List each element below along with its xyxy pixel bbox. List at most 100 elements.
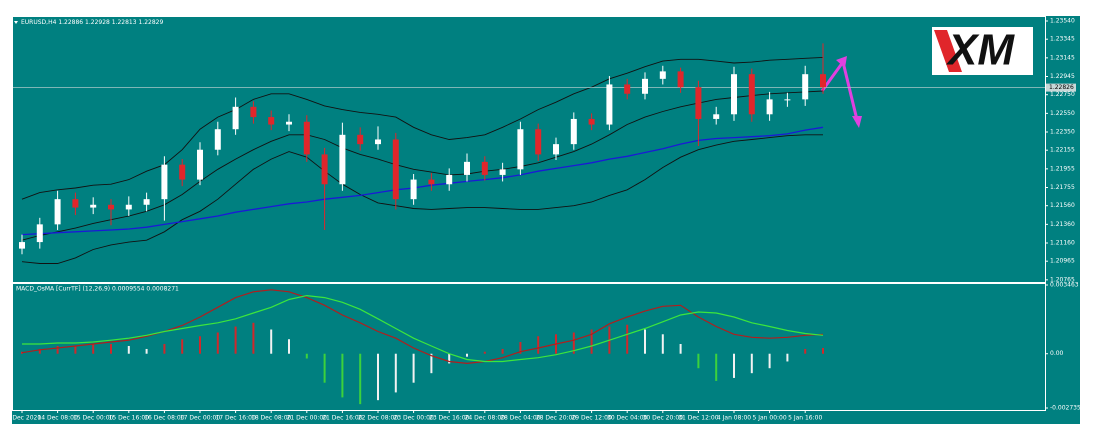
histogram-bar [786, 353, 789, 362]
histogram-bar [270, 329, 273, 354]
histogram-bar [252, 322, 255, 354]
candle-body [820, 74, 826, 88]
histogram-bar [822, 347, 824, 354]
histogram-bar [21, 351, 23, 354]
y-tick-label: 1.22945 [1050, 73, 1075, 80]
histogram-bar [288, 339, 290, 354]
candle-body [36, 224, 43, 243]
histogram-bar [679, 343, 682, 354]
x-tick-label: 29 Dec 12:00 [571, 415, 612, 422]
indicator-line [21, 134, 823, 264]
current-price-label: 1.22826 [1049, 84, 1074, 91]
candle-body [179, 164, 186, 180]
histogram-bar [768, 353, 771, 369]
histogram-bar [305, 353, 308, 359]
y-tick-label: 1.21360 [1050, 221, 1075, 228]
candle-body [766, 99, 773, 115]
arrow-head-down [852, 116, 862, 128]
candle-body [143, 199, 150, 205]
histogram-bar [697, 353, 700, 369]
y-tick-label: 1.21160 [1050, 240, 1075, 247]
candle-body [303, 121, 310, 155]
candle-body [339, 134, 346, 185]
candle-body [499, 169, 506, 175]
histogram-bar [537, 336, 540, 354]
histogram-bar [483, 351, 486, 354]
histogram-bar [323, 353, 326, 383]
y-tick-label: 0.00 [1050, 350, 1064, 357]
histogram-bar [626, 324, 629, 354]
x-tick-label: 24 Dec 08:00 [465, 415, 506, 422]
indicator-title: MACD_OsMA [CurrTF] (12,26,9) 0.0009554 0… [16, 286, 179, 293]
current-price-box [1046, 83, 1076, 92]
x-tick-label: 23 Dec 00:00 [393, 415, 434, 422]
x-tick-label: 28 Dec 20:00 [536, 415, 577, 422]
x-tick-label: 14 Dec 08:00 [37, 415, 78, 422]
candle-body [161, 164, 168, 200]
candle-body [624, 84, 631, 94]
histogram-bar [519, 342, 522, 354]
logo-stripe [934, 30, 962, 72]
histogram-bar [163, 343, 166, 354]
indicator-line [21, 56, 824, 200]
x-tick-label: 15 Dec 16:00 [109, 415, 150, 422]
arrow-head-up [836, 56, 847, 68]
candle-body [268, 117, 275, 125]
histogram-bar [377, 353, 379, 401]
histogram-bar [501, 348, 504, 354]
candle-body [197, 149, 203, 180]
candle-body [464, 161, 470, 175]
candle-body [570, 118, 577, 145]
x-tick-label: 11 Dec 2020 [3, 415, 42, 422]
x-tick-label: 17 Dec 16:00 [215, 415, 256, 422]
candle-body [357, 134, 364, 145]
indicator-line [21, 126, 824, 236]
x-tick-label: 21 Dec 16:00 [322, 415, 363, 422]
candle-body [481, 161, 488, 175]
candle-body [321, 154, 328, 185]
candle-body [286, 121, 292, 125]
y-tick-label: 1.23540 [1050, 18, 1075, 25]
candle-body [72, 199, 79, 208]
y-tick-label: 1.21560 [1050, 202, 1075, 209]
candle-body [125, 204, 132, 210]
candle-body [677, 71, 684, 88]
candle-body [695, 87, 702, 119]
y-tick-label: 1.20965 [1050, 258, 1075, 265]
x-tick-label: 5 Jan 00:00 [753, 415, 787, 422]
chart-title: EURUSD,H4 1.22886 1.22928 1.22813 1.2282… [21, 19, 163, 26]
histogram-bar [234, 326, 237, 354]
candle-body [214, 129, 221, 150]
candle-body [108, 204, 114, 210]
histogram-bar [448, 353, 451, 364]
indicator-line [21, 90, 824, 241]
histogram-bar [110, 343, 112, 354]
y-tick-label: 1.22550 [1050, 110, 1075, 117]
candle-body [446, 174, 453, 185]
histogram-bar [661, 334, 664, 354]
candle-body [659, 71, 666, 79]
x-tick-label: 4 Jan 08:00 [717, 415, 751, 422]
candle-body [375, 139, 381, 145]
candle-body [784, 99, 791, 101]
y-tick-label: 0.003463 [1050, 282, 1079, 289]
x-tick-label: 23 Dec 16:00 [429, 415, 470, 422]
x-tick-label: 16 Dec 08:00 [144, 415, 185, 422]
candle-body [410, 179, 417, 200]
histogram-bar [74, 345, 77, 354]
indicator-line [22, 294, 824, 363]
x-tick-label: 30 Dec 20:00 [643, 415, 684, 422]
candle-body [731, 74, 737, 115]
histogram-bar [733, 353, 735, 378]
histogram-bar [590, 329, 593, 354]
candle-body [232, 106, 239, 130]
y-tick-label: 1.20765 [1050, 276, 1075, 283]
candle-body [588, 118, 595, 125]
x-tick-label: 5 Jan 16:00 [788, 415, 822, 422]
histogram-bar [199, 336, 201, 354]
background [12, 16, 1080, 424]
x-tick-label: 15 Dec 00:00 [73, 415, 114, 422]
histogram-bar [750, 353, 753, 374]
x-tick-label: 28 Dec 04:00 [500, 415, 541, 422]
logo: XM [945, 26, 1015, 75]
